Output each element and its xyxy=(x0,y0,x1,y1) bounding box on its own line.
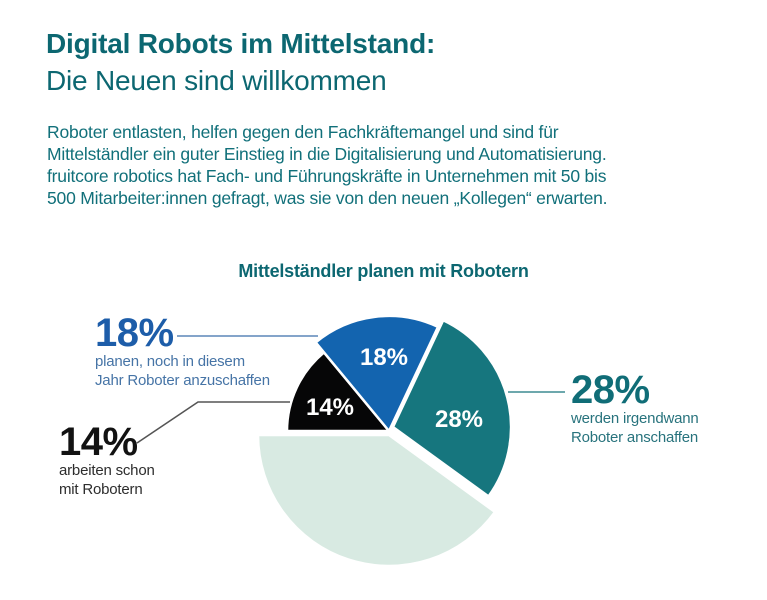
pie-slice-18pct xyxy=(313,314,440,434)
pie-slice-value-label: 28% xyxy=(435,406,483,433)
page-title-line2: Die Neuen sind willkommen xyxy=(46,65,387,96)
pie-slice-28pct xyxy=(391,318,513,499)
intro-line: Roboter entlasten, helfen gegen den Fach… xyxy=(47,122,559,142)
callout-14-percent: 14% xyxy=(59,420,138,464)
callout-28: 28% werden irgendwann Roboter anschaffen xyxy=(571,368,699,447)
page-title-line1: Digital Robots im Mittelstand: xyxy=(46,28,436,59)
page-title: Digital Robots im Mittelstand: Die Neuen… xyxy=(46,25,435,99)
pie-slice-labels: 14%18% 28% xyxy=(306,344,483,433)
callout-18-description-line: planen, noch in diesem xyxy=(95,353,245,370)
callout-14-leader-line xyxy=(136,401,290,444)
pie-slices xyxy=(256,314,513,568)
callout-28-description-line: werden irgendwann xyxy=(571,410,699,427)
callout-28-description-line: Roboter anschaffen xyxy=(571,429,699,446)
intro-line: Mittelständler ein guter Einstieg in die… xyxy=(47,144,607,164)
pie-slice-40pct xyxy=(256,433,497,568)
chart-title: Mittelständler planen mit Robotern xyxy=(238,261,529,281)
pie-slice-value-label: 14% xyxy=(306,394,354,421)
pie-slice-value-label: 18% xyxy=(360,344,408,371)
callout-18-percent: 18% xyxy=(95,311,174,355)
pie-slice-14pct xyxy=(285,350,392,433)
callout-28-percent: 28% xyxy=(571,368,650,412)
intro-line: 500 Mitarbeiter:innen gefragt, was sie v… xyxy=(47,188,608,208)
callout-14-description-line: arbeiten schon xyxy=(59,462,155,479)
callout-14: 14% arbeiten schon mit Robotern xyxy=(59,420,155,499)
callout-lines xyxy=(136,335,565,444)
intro-paragraph: Roboter entlasten, helfen gegen den Fach… xyxy=(47,121,608,209)
intro-line: fruitcore robotics hat Fach- und Führung… xyxy=(47,166,607,186)
callout-18: 18% planen, noch in diesem Jahr Roboter an… xyxy=(95,311,270,390)
callout-18-description-line: Jahr Roboter anzuschaffen xyxy=(95,372,270,389)
callout-14-description-line: mit Robotern xyxy=(59,481,143,498)
